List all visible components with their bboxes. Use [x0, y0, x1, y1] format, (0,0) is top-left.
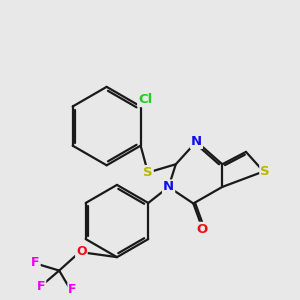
Text: Cl: Cl — [138, 93, 152, 106]
Text: F: F — [68, 283, 77, 296]
Text: S: S — [260, 165, 270, 178]
Text: N: N — [163, 181, 174, 194]
Text: N: N — [191, 135, 202, 148]
Text: S: S — [143, 166, 153, 179]
Text: O: O — [196, 223, 207, 236]
Text: F: F — [31, 256, 40, 269]
Text: F: F — [37, 280, 45, 292]
Text: O: O — [76, 245, 87, 259]
